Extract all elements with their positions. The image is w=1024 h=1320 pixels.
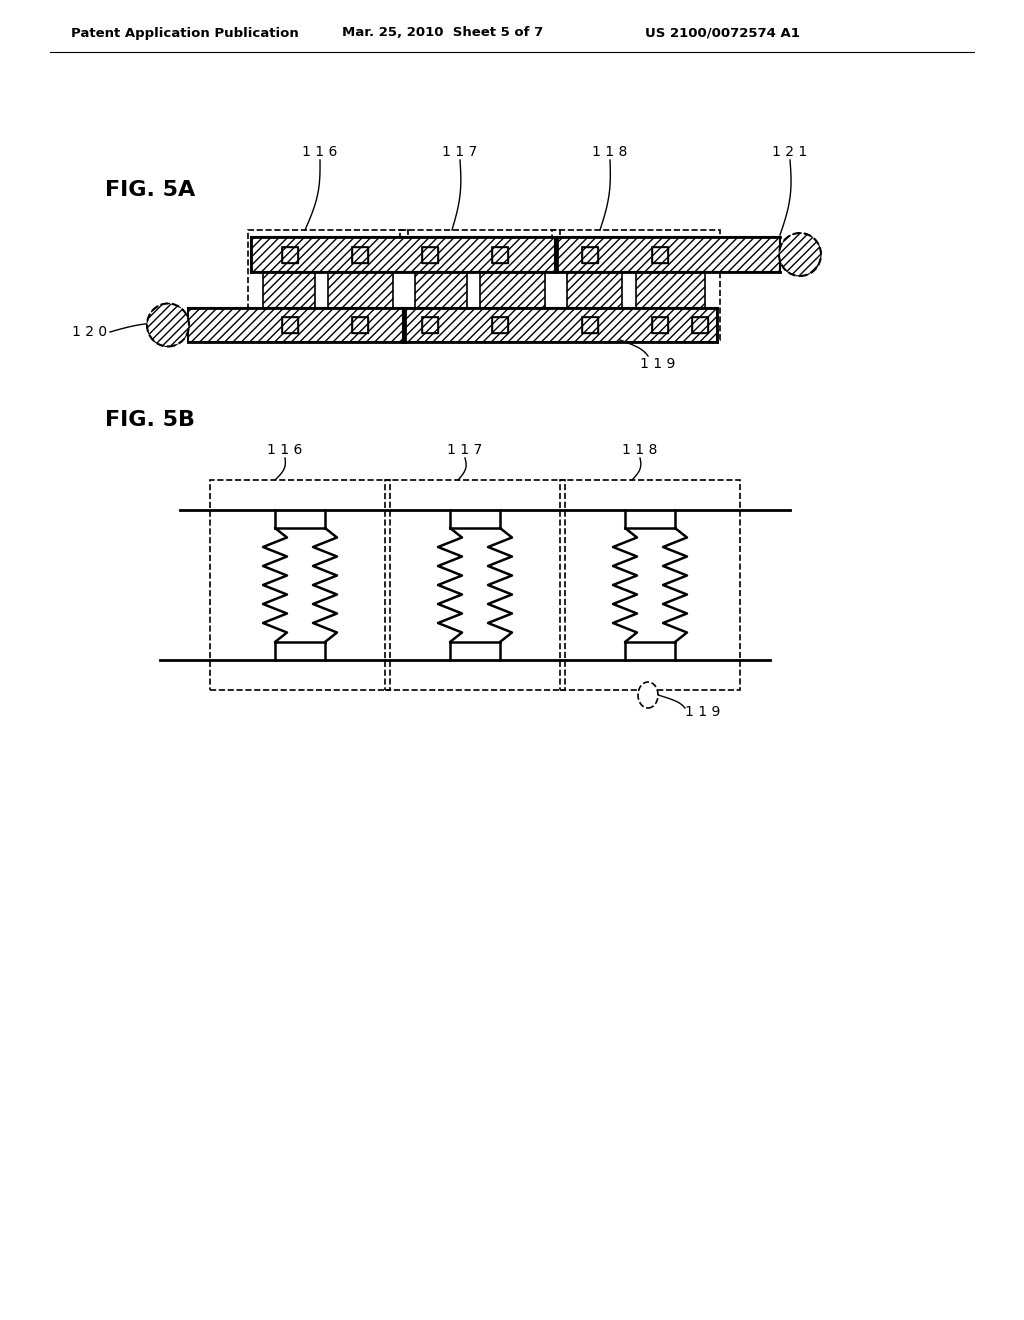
Text: 1 1 7: 1 1 7 (442, 145, 477, 158)
Bar (403, 308, 717, 342)
Bar (352, 247, 368, 263)
Bar (263, 272, 315, 308)
Bar (560, 480, 740, 690)
Bar (636, 272, 705, 308)
Bar (352, 317, 368, 333)
Bar (652, 247, 668, 263)
Text: 1 2 0: 1 2 0 (72, 325, 106, 339)
Bar (352, 317, 368, 333)
Bar (385, 480, 565, 690)
Bar (492, 247, 508, 263)
Bar (328, 272, 393, 308)
Bar (263, 272, 315, 308)
Bar (692, 317, 708, 333)
Bar (328, 272, 393, 308)
Bar (282, 247, 298, 263)
Text: 1 1 8: 1 1 8 (623, 444, 657, 457)
Bar (552, 230, 720, 341)
Bar (636, 272, 705, 308)
Text: Patent Application Publication: Patent Application Publication (71, 26, 299, 40)
Bar (422, 247, 438, 263)
Bar (282, 247, 298, 263)
Bar (400, 230, 560, 341)
Bar (282, 317, 298, 333)
Bar (352, 247, 368, 263)
Bar (652, 247, 668, 263)
Text: 1 2 1: 1 2 1 (772, 145, 808, 158)
Bar (555, 272, 717, 308)
Bar (282, 247, 298, 263)
Bar (415, 272, 467, 308)
Bar (415, 272, 467, 308)
Bar (582, 317, 598, 333)
Bar (492, 247, 508, 263)
Bar (492, 247, 508, 263)
Bar (248, 230, 408, 341)
Bar (422, 317, 438, 333)
Text: FIG. 5B: FIG. 5B (105, 411, 195, 430)
Bar (403, 272, 557, 308)
Bar (492, 317, 508, 333)
Bar (188, 308, 406, 342)
Ellipse shape (638, 682, 658, 708)
Text: 1 1 6: 1 1 6 (302, 145, 338, 158)
Bar (352, 247, 368, 263)
Bar (422, 247, 438, 263)
Bar (652, 317, 668, 333)
Bar (582, 247, 598, 263)
Text: 1 1 8: 1 1 8 (592, 145, 628, 158)
Bar (251, 272, 406, 308)
Text: US 2100/0072574 A1: US 2100/0072574 A1 (644, 26, 800, 40)
Bar (422, 317, 438, 333)
Text: 1 1 6: 1 1 6 (267, 444, 303, 457)
Bar (210, 480, 390, 690)
Bar (282, 317, 298, 333)
Bar (492, 317, 508, 333)
Bar (567, 272, 623, 308)
Bar (422, 247, 438, 263)
Text: 1 1 9: 1 1 9 (685, 705, 720, 719)
Text: 1 1 7: 1 1 7 (447, 444, 482, 457)
Bar (555, 238, 780, 272)
Bar (582, 247, 598, 263)
Bar (652, 247, 668, 263)
Ellipse shape (779, 234, 821, 276)
Bar (492, 317, 508, 333)
Bar (582, 317, 598, 333)
Bar (652, 317, 668, 333)
Bar (652, 317, 668, 333)
Bar (692, 317, 708, 333)
Bar (480, 272, 545, 308)
Text: FIG. 5A: FIG. 5A (105, 180, 196, 201)
Bar (352, 317, 368, 333)
Text: Mar. 25, 2010  Sheet 5 of 7: Mar. 25, 2010 Sheet 5 of 7 (342, 26, 544, 40)
Bar (692, 317, 708, 333)
Bar (582, 317, 598, 333)
Bar (282, 317, 298, 333)
Bar (480, 272, 545, 308)
Ellipse shape (147, 304, 189, 346)
Bar (567, 272, 623, 308)
Bar (422, 317, 438, 333)
Bar (582, 247, 598, 263)
Bar (251, 238, 557, 272)
Text: 1 1 9: 1 1 9 (640, 356, 676, 371)
